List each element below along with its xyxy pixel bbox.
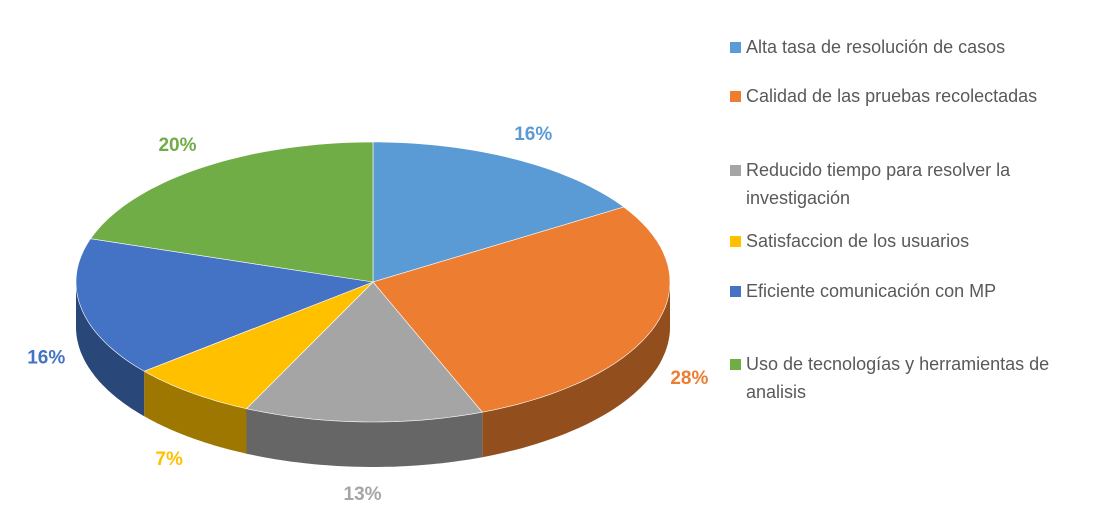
legend-label: Satisfaccion de los usuarios	[746, 231, 970, 251]
pie-slice	[372, 206, 671, 413]
legend-swatch	[730, 91, 741, 102]
data-label: 20%	[158, 135, 196, 156]
legend-label: Eficiente comunicación con MP	[746, 281, 997, 301]
data-label: 16%	[514, 124, 552, 145]
data-label: 13%	[344, 484, 382, 505]
legend-item: Uso de tecnologías y herramientas de ana…	[730, 350, 1080, 406]
legend-item: Alta tasa de resolución de casos	[730, 33, 1080, 61]
legend-swatch	[730, 165, 741, 176]
legend-item: Calidad de las pruebas recolectadas	[730, 82, 1080, 110]
legend-label: Alta tasa de resolución de casos	[746, 37, 1006, 57]
pie-side	[246, 408, 483, 467]
data-label: 28%	[670, 368, 708, 389]
pie-side	[482, 282, 670, 458]
data-label: 16%	[27, 347, 65, 368]
pie-side	[144, 371, 247, 454]
data-label: 7%	[155, 449, 183, 470]
legend-swatch	[730, 359, 741, 370]
legend-label: Calidad de las pruebas recolectadas	[746, 86, 1038, 106]
pie-side	[76, 282, 145, 417]
legend-item: Eficiente comunicación con MP	[730, 277, 1080, 305]
legend-label: Uso de tecnologías y herramientas de ana…	[746, 354, 1050, 402]
pie-slice	[372, 141, 625, 283]
pie-slice	[75, 238, 375, 372]
pie-slice	[89, 141, 374, 283]
legend-swatch	[730, 42, 741, 53]
legend-swatch	[730, 286, 741, 297]
legend-item: Satisfaccion de los usuarios	[730, 227, 1080, 255]
pie-slice	[245, 281, 483, 423]
legend-swatch	[730, 236, 741, 247]
pie-slice	[143, 281, 374, 410]
legend-item: Reducido tiempo para resolver la investi…	[730, 156, 1080, 212]
legend-label: Reducido tiempo para resolver la investi…	[746, 160, 1011, 208]
